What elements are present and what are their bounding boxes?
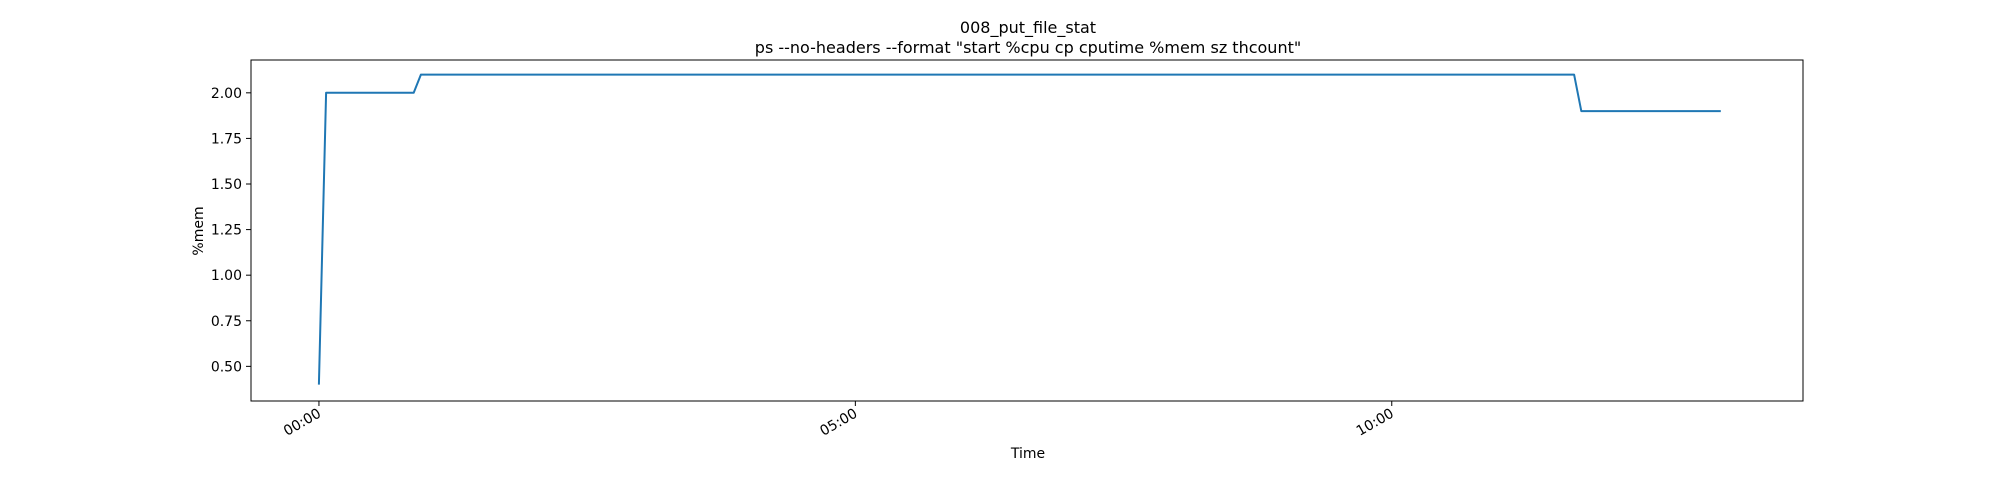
- y-tick-label: 1.50: [211, 177, 242, 193]
- y-tick-label: 0.50: [211, 359, 242, 375]
- y-tick-label: 1.25: [211, 223, 242, 239]
- y-tick-label: 2.00: [211, 86, 242, 102]
- y-axis-label: %mem: [191, 206, 207, 255]
- x-axis-label: Time: [1010, 446, 1045, 462]
- y-tick-label: 1.00: [211, 268, 242, 284]
- chart-title: 008_put_file_stat: [960, 18, 1096, 38]
- chart-subtitle: ps --no-headers --format "start %cpu cp …: [755, 38, 1301, 57]
- series-line: [317, 73, 1721, 385]
- plot-frame: [250, 59, 1804, 402]
- y-tick-label: 1.75: [211, 131, 242, 147]
- y-tick-label: 0.75: [211, 314, 242, 330]
